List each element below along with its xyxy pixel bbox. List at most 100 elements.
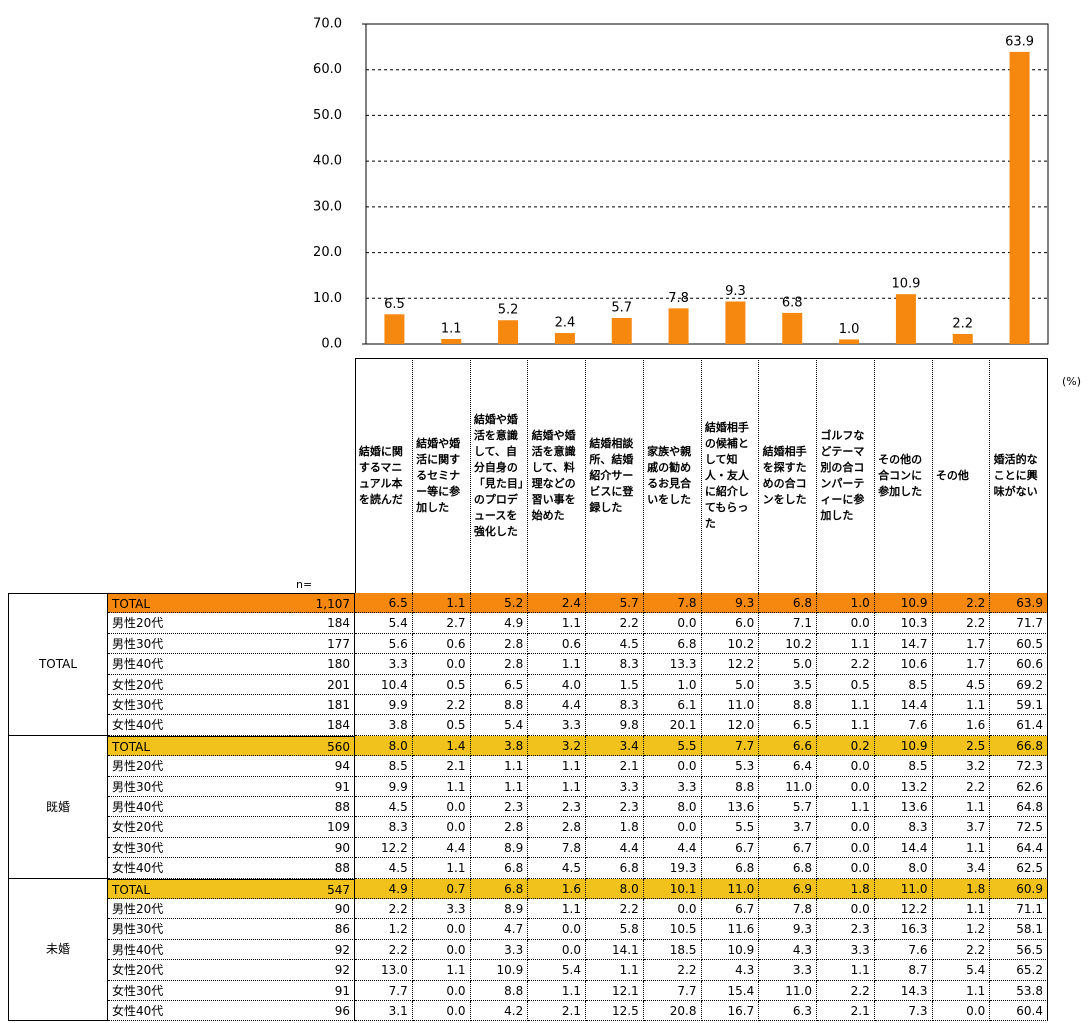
data-cell: 1.8 <box>586 817 644 838</box>
data-cell: 4.5 <box>355 797 413 818</box>
data-cell: 63.9 <box>990 593 1048 614</box>
unit-label: (%) <box>1062 375 1082 388</box>
data-cell: 1.1 <box>817 695 875 716</box>
n-cell: 88 <box>290 858 355 879</box>
data-cell: 2.1 <box>817 1001 875 1022</box>
n-cell: 91 <box>290 776 355 797</box>
data-cell: 0.5 <box>412 715 471 736</box>
row-label: 女性30代 <box>108 695 290 716</box>
data-cell: 16.3 <box>874 919 933 940</box>
data-cell: 3.3 <box>412 899 471 920</box>
data-cell: 3.7 <box>932 817 991 838</box>
n-cell: 88 <box>290 797 355 818</box>
value-label: 6.8 <box>782 295 803 310</box>
data-cell: 1.1 <box>932 837 991 859</box>
value-label: 2.4 <box>555 316 576 331</box>
value-label: 1.0 <box>839 322 860 337</box>
data-cell: 2.1 <box>528 1001 586 1022</box>
data-cell: 65.2 <box>990 960 1048 981</box>
data-cell: 10.9 <box>874 593 933 614</box>
data-cell: 56.5 <box>990 939 1048 961</box>
data-cell: 2.2 <box>586 899 644 920</box>
data-cell: 11.0 <box>759 776 817 797</box>
data-cell: 4.5 <box>528 858 586 879</box>
y-tick-label: 30.0 <box>313 199 342 214</box>
bar <box>384 314 405 344</box>
column-header-text: 結婚や婚活に関するセミナー等に参加した <box>416 437 461 514</box>
data-cell: 2.2 <box>932 593 991 614</box>
value-label: 6.5 <box>384 297 405 312</box>
data-cell: 0.0 <box>817 858 875 879</box>
data-cell: 0.0 <box>932 1001 991 1022</box>
data-cell: 0.0 <box>643 899 702 920</box>
data-cell: 5.8 <box>586 919 644 940</box>
data-cell: 71.1 <box>990 899 1048 920</box>
data-cell: 10.2 <box>759 633 817 655</box>
data-cell: 2.3 <box>817 919 875 940</box>
data-cell: 60.9 <box>990 878 1048 899</box>
row-label: TOTAL <box>108 593 290 614</box>
data-cell: 8.0 <box>586 878 644 899</box>
n-cell: 184 <box>290 715 355 736</box>
bar <box>782 312 803 344</box>
n-cell: 86 <box>290 919 355 940</box>
data-cell: 6.7 <box>759 837 817 859</box>
data-cell: 8.3 <box>586 654 644 675</box>
chart: 0.0 10.0 20.0 30.0 40.0 50.0 60.0 70.0 6.5 1.1 5.2… <box>313 17 1049 352</box>
data-cell: 1.8 <box>817 878 875 899</box>
n-cell: 90 <box>290 837 355 859</box>
bar <box>952 333 973 344</box>
data-cell: 0.0 <box>817 817 875 838</box>
data-cell: 19.3 <box>643 858 702 879</box>
data-cell: 1.2 <box>355 919 413 940</box>
n-cell: 184 <box>290 613 355 634</box>
y-tick-label: 70.0 <box>313 17 342 32</box>
data-cell: 10.9 <box>874 735 933 757</box>
data-cell: 0.0 <box>412 980 471 1001</box>
data-cell: 8.7 <box>874 960 933 981</box>
data-cell: 11.0 <box>701 878 760 899</box>
data-cell: 11.0 <box>874 878 933 899</box>
data-cell: 66.8 <box>990 735 1048 757</box>
data-cell: 60.4 <box>990 1001 1048 1022</box>
data-cell: 7.7 <box>643 980 702 1001</box>
y-tick-label: 50.0 <box>313 108 342 123</box>
column-header: 結婚や婚活を意識して、料理などの習い事を始めた <box>528 358 586 593</box>
data-cell: 72.5 <box>990 817 1048 838</box>
data-cell: 20.1 <box>643 715 702 736</box>
column-header-text: 家族や親戚の勧めるお見合いをした <box>647 445 692 506</box>
data-cell: 0.0 <box>412 797 471 818</box>
data-cell: 8.0 <box>355 735 413 757</box>
data-cell: 12.5 <box>586 1001 644 1022</box>
value-label: 2.2 <box>952 316 973 331</box>
data-cell: 13.2 <box>874 776 933 797</box>
row-label: 女性40代 <box>108 1001 290 1022</box>
data-cell: 7.6 <box>874 939 933 961</box>
data-cell: 8.9 <box>470 899 529 920</box>
data-cell: 7.8 <box>528 837 586 859</box>
data-cell: 3.4 <box>932 858 991 879</box>
data-cell: 1.1 <box>528 613 586 634</box>
data-cell: 4.3 <box>701 960 760 981</box>
column-header: 家族や親戚の勧めるお見合いをした <box>643 358 702 593</box>
value-label: 1.1 <box>441 321 462 336</box>
data-cell: 1.1 <box>817 960 875 981</box>
column-header: 結婚相手の候補として知人・友人に紹介してもらった <box>701 358 760 593</box>
bar <box>611 317 632 344</box>
row-label: 男性20代 <box>108 756 290 777</box>
data-cell: 4.4 <box>528 695 586 716</box>
data-cell: 6.8 <box>470 858 529 879</box>
data-cell: 12.2 <box>874 899 933 920</box>
data-cell: 2.2 <box>586 613 644 634</box>
data-cell: 0.0 <box>817 756 875 777</box>
data-cell: 10.4 <box>355 674 413 695</box>
row-label: 女性20代 <box>108 960 290 981</box>
data-cell: 7.8 <box>759 899 817 920</box>
data-cell: 71.7 <box>990 613 1048 634</box>
data-cell: 62.6 <box>990 776 1048 797</box>
data-cell: 2.8 <box>470 817 529 838</box>
data-cell: 0.6 <box>528 633 586 655</box>
column-header: その他の合コンに参加した <box>874 358 933 593</box>
data-cell: 1.4 <box>412 735 471 757</box>
group-label: TOTAL <box>8 593 108 736</box>
